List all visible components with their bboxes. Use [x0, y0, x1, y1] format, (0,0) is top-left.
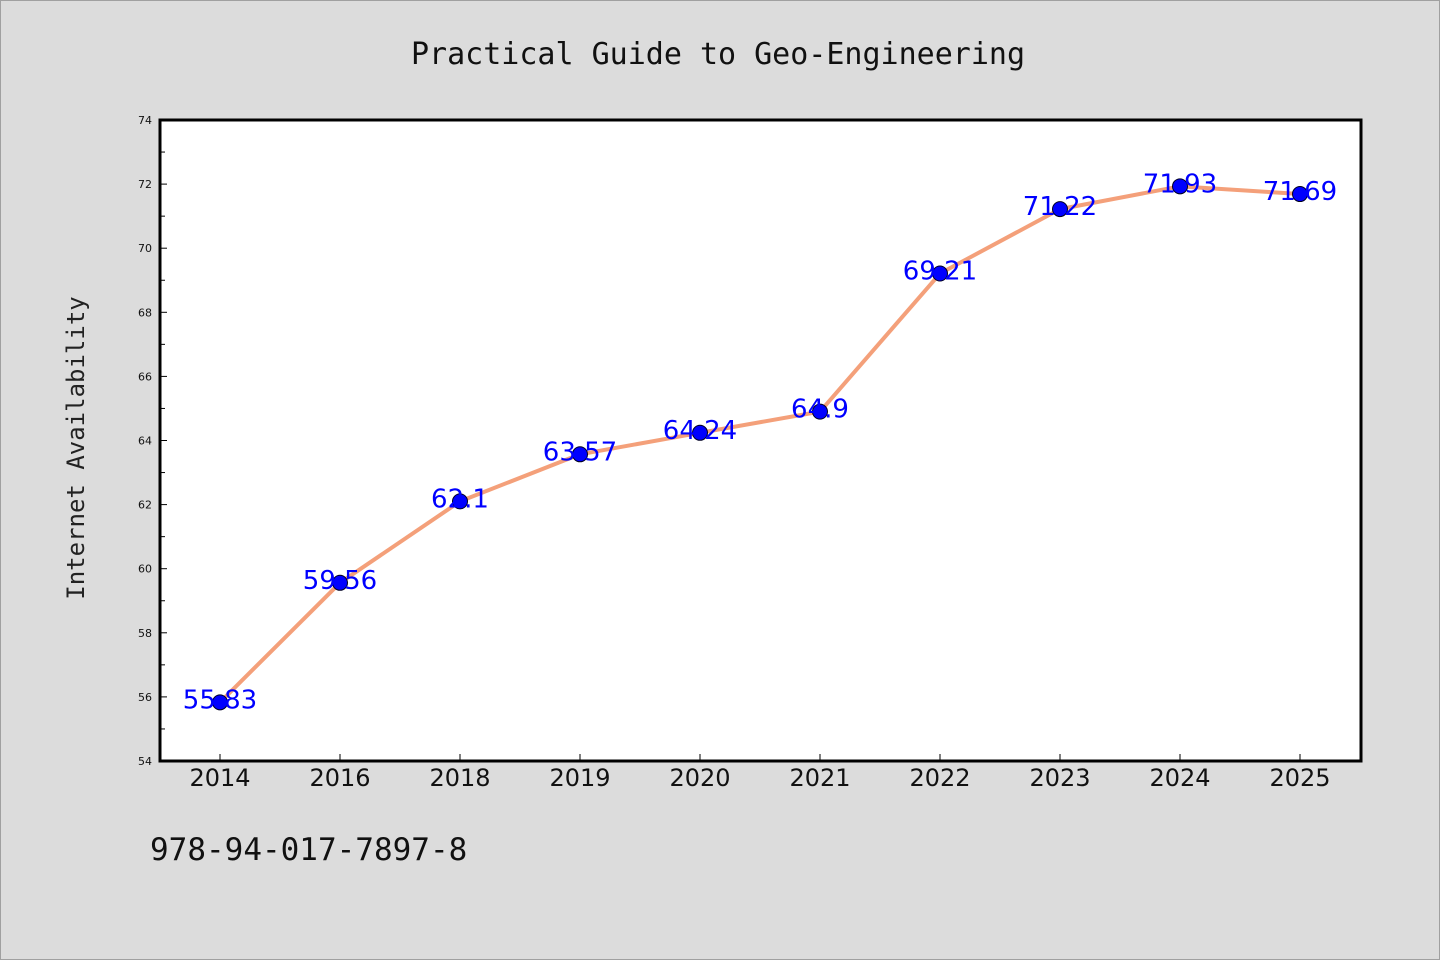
x-tick-label: 2023	[1029, 764, 1090, 792]
isbn-footnote: 978-94-017-7897-8	[150, 832, 468, 868]
data-point	[1052, 201, 1068, 218]
data-label: 64.24	[663, 416, 737, 446]
x-tick-label: 2020	[669, 764, 730, 792]
y-tick-label: 54	[138, 755, 152, 768]
data-point	[692, 424, 708, 441]
data-point	[1292, 186, 1308, 203]
data-label: 71.69	[1263, 177, 1337, 207]
series-layer	[212, 178, 1308, 711]
y-tick-label: 68	[138, 306, 152, 319]
y-axis: 54 56 58 60 62 64 66 68 70 72 74	[138, 114, 167, 768]
y-tick-label: 70	[138, 242, 152, 255]
y-tick-label: 74	[138, 114, 152, 127]
x-tick-label: 2025	[1269, 764, 1330, 792]
data-point	[452, 493, 468, 510]
data-point	[1172, 178, 1188, 195]
data-label: 71.93	[1143, 169, 1217, 199]
x-tick-label: 2018	[429, 764, 490, 792]
x-tick-label: 2024	[1149, 764, 1210, 792]
data-label: 62.1	[431, 484, 489, 514]
data-label: 59.56	[303, 566, 377, 596]
chart-title: Practical Guide to Geo-Engineering	[411, 37, 1025, 72]
x-axis: 2014 2016 2018 2019 2020 2021 2022 2023 2024 2025	[189, 754, 1331, 792]
x-tick-label: 2019	[549, 764, 610, 792]
x-tick-label: 2014	[189, 764, 250, 792]
data-point	[932, 265, 948, 282]
y-tick-label: 72	[138, 178, 152, 191]
x-tick-label: 2022	[909, 764, 970, 792]
data-point	[812, 403, 828, 420]
data-point	[332, 574, 348, 591]
y-tick-label: 66	[138, 370, 152, 383]
y-tick-label: 58	[138, 627, 152, 640]
data-label: 55.83	[183, 685, 257, 715]
data-label: 71.22	[1023, 192, 1097, 222]
y-axis-label: Internet Availability	[62, 296, 90, 599]
y-tick-label: 62	[138, 499, 152, 512]
y-tick-label: 60	[138, 563, 152, 576]
data-label: 69.21	[903, 257, 977, 287]
y-tick-label: 56	[138, 691, 152, 704]
data-label: 64.9	[791, 395, 849, 425]
x-tick-label: 2021	[789, 764, 850, 792]
plot-area	[158, 118, 1363, 763]
data-label: 63.57	[543, 437, 617, 467]
data-point	[572, 446, 588, 463]
data-point	[212, 694, 228, 711]
y-tick-label: 64	[138, 435, 152, 448]
data-labels: 55.83 59.56 62.1 63.57 64.24 64.9 69.21 71.22 71…	[183, 169, 1337, 715]
series-line	[218, 184, 1302, 705]
x-tick-label: 2016	[309, 764, 370, 792]
